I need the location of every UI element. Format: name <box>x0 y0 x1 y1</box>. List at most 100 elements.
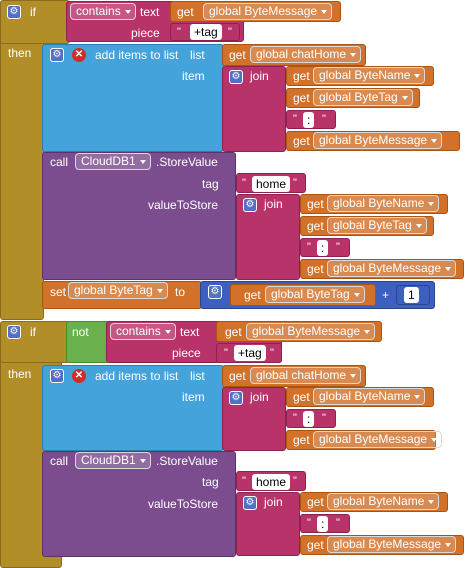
string-field[interactable]: : <box>303 411 315 427</box>
call-label: call <box>50 454 69 468</box>
text-label: text <box>180 325 200 339</box>
var-dropdown[interactable]: global ByteName <box>327 493 440 510</box>
string-field[interactable]: : <box>317 240 329 256</box>
value-to-store-label: valueToStore <box>148 497 219 511</box>
quote-close: " <box>336 517 340 529</box>
add-items-block-1[interactable] <box>42 44 224 152</box>
get-block[interactable] <box>222 365 366 387</box>
quote-open: " <box>224 347 228 359</box>
then-label: then <box>8 367 32 381</box>
quote-close: " <box>293 475 297 487</box>
gear-icon[interactable]: ⚙ <box>229 70 243 84</box>
var-dropdown[interactable]: global ByteName <box>313 388 426 405</box>
quote-open: " <box>293 412 297 424</box>
contains-dropdown[interactable]: contains <box>70 3 136 20</box>
string-field[interactable]: : <box>303 112 315 128</box>
get-label: get <box>307 538 324 552</box>
if-label: if <box>30 5 36 19</box>
var-dropdown[interactable]: global ByteMessage <box>313 431 443 448</box>
quote-close: " <box>336 241 340 253</box>
get-block[interactable] <box>286 387 434 407</box>
gear-icon[interactable]: ⚙ <box>50 48 64 62</box>
tag-label: tag <box>202 475 219 489</box>
quote-open: " <box>293 113 297 125</box>
string-field[interactable]: +tag <box>234 345 266 361</box>
store-value-label: .StoreValue <box>156 454 218 468</box>
piece-label: piece <box>131 26 160 40</box>
quote-open: " <box>242 177 246 189</box>
store-value-block-1[interactable] <box>42 152 236 280</box>
get-label: get <box>293 91 310 105</box>
if-label: if <box>30 325 36 339</box>
get-block[interactable] <box>300 216 434 236</box>
get-label: get <box>293 433 310 447</box>
var-dropdown[interactable]: global ByteMessage <box>313 132 443 149</box>
get-block[interactable] <box>286 66 434 86</box>
add-items-label: add items to list <box>95 48 179 62</box>
gear-icon[interactable]: ⚙ <box>208 285 222 299</box>
close-icon[interactable]: ✕ <box>72 48 86 62</box>
get-block[interactable] <box>300 194 448 214</box>
var-dropdown[interactable]: global chatHome <box>250 46 362 63</box>
var-dropdown[interactable]: global ByteMessage <box>203 3 333 20</box>
get-block[interactable] <box>216 321 382 342</box>
gear-icon[interactable]: ⚙ <box>7 325 21 339</box>
gear-icon[interactable]: ⚙ <box>50 369 64 383</box>
contains-dropdown[interactable]: contains <box>110 323 176 340</box>
number-field[interactable]: 1 <box>404 287 419 303</box>
get-label: get <box>307 219 324 233</box>
to-label: to <box>175 285 186 299</box>
var-dropdown[interactable]: global ByteTag <box>265 286 365 303</box>
string-field[interactable]: +tag <box>190 24 222 40</box>
if-block-1[interactable] <box>0 0 44 320</box>
get-block[interactable] <box>300 259 464 279</box>
quote-open: " <box>242 475 246 487</box>
get-block[interactable] <box>300 492 448 512</box>
join-label: join <box>250 69 269 83</box>
get-label: get <box>307 197 324 211</box>
component-dropdown[interactable]: CloudDB1 <box>75 452 151 469</box>
get-block[interactable] <box>170 1 341 22</box>
var-dropdown[interactable]: global ByteMessage <box>327 260 457 277</box>
gear-icon[interactable]: ⚙ <box>7 5 21 19</box>
var-dropdown[interactable]: global ByteName <box>313 67 426 84</box>
gear-icon[interactable]: ⚙ <box>243 198 257 212</box>
value-to-store-label: valueToStore <box>148 198 219 212</box>
join-label: join <box>264 495 283 509</box>
not-label: not <box>72 325 89 339</box>
string-field[interactable]: home <box>252 176 291 192</box>
join-label: join <box>250 390 269 404</box>
quote-close: " <box>270 347 274 359</box>
component-dropdown[interactable]: CloudDB1 <box>75 153 151 170</box>
gear-icon[interactable]: ⚙ <box>229 391 243 405</box>
get-block[interactable] <box>286 88 420 108</box>
text-label: text <box>140 5 160 19</box>
quote-close: " <box>322 412 326 424</box>
get-label: get <box>293 69 310 83</box>
string-field[interactable]: : <box>317 516 329 532</box>
gear-icon[interactable]: ⚙ <box>243 496 257 510</box>
string-field[interactable]: home <box>252 474 291 490</box>
var-dropdown[interactable]: global chatHome <box>250 367 362 384</box>
get-label: get <box>244 288 261 302</box>
get-block[interactable] <box>222 44 366 66</box>
var-dropdown[interactable]: global ByteTag <box>313 89 413 106</box>
tag-label: tag <box>202 177 219 191</box>
get-block[interactable] <box>300 535 464 555</box>
var-dropdown[interactable]: global ByteMessage <box>246 323 376 340</box>
join-label: join <box>264 197 283 211</box>
call-label: call <box>50 155 69 169</box>
quote-open: " <box>307 517 311 529</box>
list-label: list <box>190 48 205 62</box>
var-dropdown[interactable]: global ByteTag <box>68 282 168 299</box>
get-label: get <box>307 495 324 509</box>
get-block[interactable] <box>286 131 460 151</box>
quote-close: " <box>322 113 326 125</box>
get-label: get <box>293 134 310 148</box>
var-dropdown[interactable]: global ByteMessage <box>327 536 457 553</box>
var-dropdown[interactable]: global ByteTag <box>327 217 427 234</box>
get-label: get <box>225 325 242 339</box>
close-icon[interactable]: ✕ <box>72 369 86 383</box>
list-label: list <box>190 369 205 383</box>
var-dropdown[interactable]: global ByteName <box>327 195 440 212</box>
